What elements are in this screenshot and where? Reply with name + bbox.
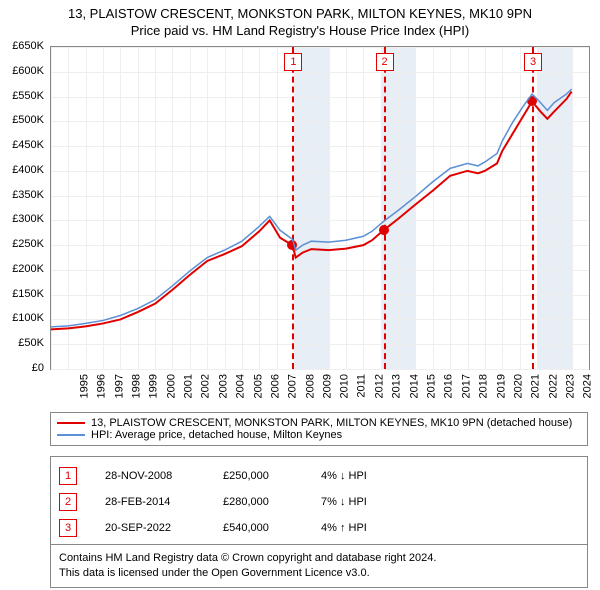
y-tick-label: £250K xyxy=(0,238,44,250)
x-tick-label: 2011 xyxy=(355,374,367,398)
y-tick-label: £300K xyxy=(0,213,44,225)
x-tick-label: 2009 xyxy=(321,374,333,398)
chart-title: 13, PLAISTOW CRESCENT, MONKSTON PARK, MI… xyxy=(0,0,600,40)
x-tick-label: 2023 xyxy=(564,374,576,398)
y-tick-label: £200K xyxy=(0,263,44,275)
legend-swatch xyxy=(57,422,85,424)
series-price_paid xyxy=(51,92,572,330)
footer-line-1: Contains HM Land Registry data © Crown c… xyxy=(59,551,579,566)
event-row-index: 1 xyxy=(59,467,77,485)
x-tick-label: 2010 xyxy=(339,374,351,398)
title-line-2: Price paid vs. HM Land Registry's House … xyxy=(0,23,600,40)
legend: 13, PLAISTOW CRESCENT, MONKSTON PARK, MI… xyxy=(50,412,588,446)
y-tick-label: £650K xyxy=(0,40,44,52)
x-tick-label: 2015 xyxy=(426,374,438,398)
footer-attribution: Contains HM Land Registry data © Crown c… xyxy=(50,544,588,588)
gridline-h xyxy=(51,369,589,370)
x-tick-label: 2020 xyxy=(512,374,524,398)
plot-area: 123 xyxy=(50,46,590,370)
x-tick-label: 1998 xyxy=(131,374,143,398)
event-date: 28-FEB-2014 xyxy=(105,496,195,508)
footer-line-2: This data is licensed under the Open Gov… xyxy=(59,566,579,581)
y-tick-label: £400K xyxy=(0,164,44,176)
y-tick-label: £600K xyxy=(0,65,44,77)
legend-row: HPI: Average price, detached house, Milt… xyxy=(57,429,581,441)
event-price: £540,000 xyxy=(223,522,293,534)
x-tick-label: 2004 xyxy=(235,374,247,398)
x-tick-label: 2000 xyxy=(165,374,177,398)
x-tick-label: 2008 xyxy=(304,374,316,398)
y-tick-label: £450K xyxy=(0,139,44,151)
event-row-index: 2 xyxy=(59,493,77,511)
x-tick-label: 2017 xyxy=(460,374,472,398)
x-tick-label: 1996 xyxy=(96,374,108,398)
legend-swatch xyxy=(57,434,85,436)
event-date: 20-SEP-2022 xyxy=(105,522,195,534)
y-tick-label: £550K xyxy=(0,90,44,102)
legend-label: HPI: Average price, detached house, Milt… xyxy=(91,429,342,441)
x-tick-label: 2007 xyxy=(287,374,299,398)
event-date: 28-NOV-2008 xyxy=(105,470,195,482)
x-tick-label: 2019 xyxy=(495,374,507,398)
event-delta: 4% ↑ HPI xyxy=(321,522,411,534)
x-tick-label: 2002 xyxy=(200,374,212,398)
x-tick-label: 2014 xyxy=(408,374,420,398)
event-delta: 7% ↓ HPI xyxy=(321,496,411,508)
event-delta: 4% ↓ HPI xyxy=(321,470,411,482)
x-tick-label: 2021 xyxy=(530,374,542,398)
y-tick-label: £150K xyxy=(0,288,44,300)
legend-label: 13, PLAISTOW CRESCENT, MONKSTON PARK, MI… xyxy=(91,417,572,429)
legend-row: 13, PLAISTOW CRESCENT, MONKSTON PARK, MI… xyxy=(57,417,581,429)
y-tick-label: £0 xyxy=(0,362,44,374)
y-tick-label: £500K xyxy=(0,114,44,126)
title-line-1: 13, PLAISTOW CRESCENT, MONKSTON PARK, MI… xyxy=(0,6,600,23)
events-table: 1 28-NOV-2008 £250,000 4% ↓ HPI 2 28-FEB-2014… xyxy=(50,456,588,548)
x-tick-label: 2016 xyxy=(443,374,455,398)
x-tick-label: 2003 xyxy=(217,374,229,398)
event-row-index: 3 xyxy=(59,519,77,537)
x-tick-label: 2018 xyxy=(478,374,490,398)
event-row: 2 28-FEB-2014 £280,000 7% ↓ HPI xyxy=(59,489,579,515)
x-tick-label: 2006 xyxy=(269,374,281,398)
x-tick-label: 2022 xyxy=(547,374,559,398)
x-tick-label: 2013 xyxy=(391,374,403,398)
event-price: £280,000 xyxy=(223,496,293,508)
series-hpi xyxy=(51,89,572,327)
x-tick-label: 2024 xyxy=(582,374,594,398)
y-tick-label: £100K xyxy=(0,312,44,324)
x-tick-label: 2001 xyxy=(183,374,195,398)
event-price: £250,000 xyxy=(223,470,293,482)
y-tick-label: £350K xyxy=(0,189,44,201)
event-row: 3 20-SEP-2022 £540,000 4% ↑ HPI xyxy=(59,515,579,541)
series-svg xyxy=(51,47,589,369)
event-row: 1 28-NOV-2008 £250,000 4% ↓ HPI xyxy=(59,463,579,489)
x-tick-label: 1999 xyxy=(148,374,160,398)
x-tick-label: 1995 xyxy=(78,374,90,398)
x-tick-label: 2012 xyxy=(374,374,386,398)
x-tick-label: 2005 xyxy=(252,374,264,398)
y-tick-label: £50K xyxy=(0,337,44,349)
x-tick-label: 1997 xyxy=(113,374,125,398)
chart-container: 13, PLAISTOW CRESCENT, MONKSTON PARK, MI… xyxy=(0,0,600,590)
